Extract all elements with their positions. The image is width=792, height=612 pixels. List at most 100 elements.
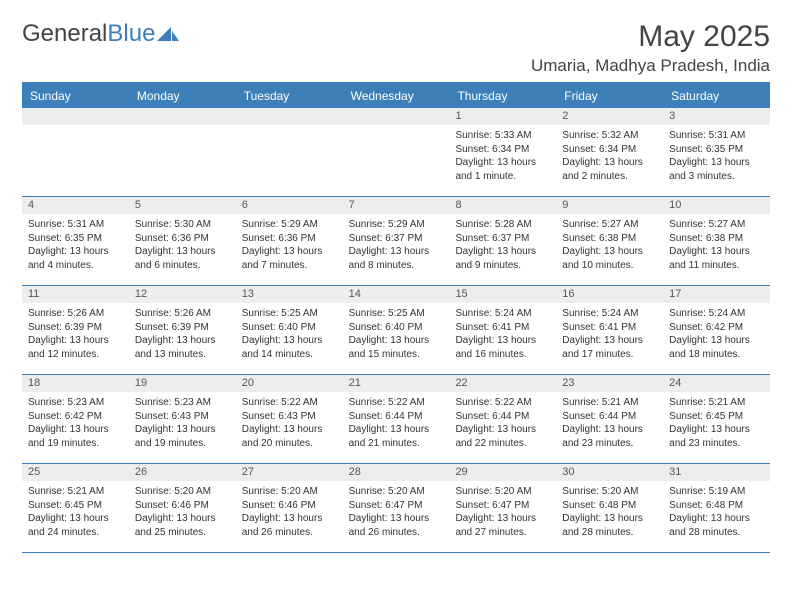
- daylight-text: Daylight: 13 hours and 24 minutes.: [28, 512, 123, 539]
- cell-body: Sunrise: 5:20 AMSunset: 6:46 PMDaylight:…: [129, 481, 236, 545]
- sunset-text: Sunset: 6:44 PM: [455, 410, 550, 424]
- day-number: 19: [129, 375, 236, 392]
- cell-body: Sunrise: 5:27 AMSunset: 6:38 PMDaylight:…: [556, 214, 663, 278]
- day-number: 20: [236, 375, 343, 392]
- daylight-text: Daylight: 13 hours and 20 minutes.: [242, 423, 337, 450]
- cell-body: Sunrise: 5:21 AMSunset: 6:44 PMDaylight:…: [556, 392, 663, 456]
- day-number: 7: [343, 197, 450, 214]
- brand-part2: Blue: [107, 20, 155, 48]
- cell-body: Sunrise: 5:31 AMSunset: 6:35 PMDaylight:…: [663, 125, 770, 189]
- calendar-cell: 2Sunrise: 5:32 AMSunset: 6:34 PMDaylight…: [556, 108, 663, 196]
- cell-body: Sunrise: 5:30 AMSunset: 6:36 PMDaylight:…: [129, 214, 236, 278]
- sunrise-text: Sunrise: 5:22 AM: [349, 396, 444, 410]
- day-number: 4: [22, 197, 129, 214]
- day-number: 29: [449, 464, 556, 481]
- calendar-cell: 21Sunrise: 5:22 AMSunset: 6:44 PMDayligh…: [343, 375, 450, 463]
- sunrise-text: Sunrise: 5:31 AM: [28, 218, 123, 232]
- sunset-text: Sunset: 6:46 PM: [242, 499, 337, 513]
- calendar-cell: 13Sunrise: 5:25 AMSunset: 6:40 PMDayligh…: [236, 286, 343, 374]
- calendar-cell: 1Sunrise: 5:33 AMSunset: 6:34 PMDaylight…: [449, 108, 556, 196]
- cell-body: Sunrise: 5:21 AMSunset: 6:45 PMDaylight:…: [22, 481, 129, 545]
- sunset-text: Sunset: 6:37 PM: [349, 232, 444, 246]
- day-number: 10: [663, 197, 770, 214]
- calendar-cell: 24Sunrise: 5:21 AMSunset: 6:45 PMDayligh…: [663, 375, 770, 463]
- cell-body: Sunrise: 5:22 AMSunset: 6:44 PMDaylight:…: [449, 392, 556, 456]
- calendar-cell: 26Sunrise: 5:20 AMSunset: 6:46 PMDayligh…: [129, 464, 236, 552]
- daylight-text: Daylight: 13 hours and 8 minutes.: [349, 245, 444, 272]
- sunrise-text: Sunrise: 5:27 AM: [669, 218, 764, 232]
- calendar-cell: 7Sunrise: 5:29 AMSunset: 6:37 PMDaylight…: [343, 197, 450, 285]
- sunrise-text: Sunrise: 5:31 AM: [669, 129, 764, 143]
- sunset-text: Sunset: 6:45 PM: [669, 410, 764, 424]
- daylight-text: Daylight: 13 hours and 14 minutes.: [242, 334, 337, 361]
- cell-body: Sunrise: 5:28 AMSunset: 6:37 PMDaylight:…: [449, 214, 556, 278]
- calendar-cell: 14Sunrise: 5:25 AMSunset: 6:40 PMDayligh…: [343, 286, 450, 374]
- sunset-text: Sunset: 6:48 PM: [669, 499, 764, 513]
- sunrise-text: Sunrise: 5:24 AM: [669, 307, 764, 321]
- sunrise-text: Sunrise: 5:25 AM: [349, 307, 444, 321]
- sunset-text: Sunset: 6:36 PM: [135, 232, 230, 246]
- day-number: 15: [449, 286, 556, 303]
- cell-body: Sunrise: 5:24 AMSunset: 6:41 PMDaylight:…: [449, 303, 556, 367]
- calendar-cell: 10Sunrise: 5:27 AMSunset: 6:38 PMDayligh…: [663, 197, 770, 285]
- calendar-cell: 22Sunrise: 5:22 AMSunset: 6:44 PMDayligh…: [449, 375, 556, 463]
- cell-body: Sunrise: 5:22 AMSunset: 6:44 PMDaylight:…: [343, 392, 450, 456]
- day-number: 2: [556, 108, 663, 125]
- sunset-text: Sunset: 6:36 PM: [242, 232, 337, 246]
- calendar-week: 1Sunrise: 5:33 AMSunset: 6:34 PMDaylight…: [22, 108, 770, 197]
- cell-body: Sunrise: 5:20 AMSunset: 6:46 PMDaylight:…: [236, 481, 343, 545]
- sunrise-text: Sunrise: 5:20 AM: [455, 485, 550, 499]
- day-header: Thursday: [449, 84, 556, 108]
- sunset-text: Sunset: 6:34 PM: [455, 143, 550, 157]
- sunset-text: Sunset: 6:42 PM: [28, 410, 123, 424]
- daylight-text: Daylight: 13 hours and 17 minutes.: [562, 334, 657, 361]
- calendar-cell: 29 Sunrise: 5:20 AMSunset: 6:47 PMDayligh…: [449, 464, 556, 552]
- sunrise-text: Sunrise: 5:24 AM: [562, 307, 657, 321]
- day-number: 3: [663, 108, 770, 125]
- cell-body: Sunrise: 5:27 AMSunset: 6:38 PMDaylight:…: [663, 214, 770, 278]
- sunrise-text: Sunrise: 5:26 AM: [135, 307, 230, 321]
- day-number: 18: [22, 375, 129, 392]
- sunset-text: Sunset: 6:35 PM: [28, 232, 123, 246]
- day-number: 12: [129, 286, 236, 303]
- calendar-cell: 25Sunrise: 5:21 AMSunset: 6:45 PMDayligh…: [22, 464, 129, 552]
- calendar-cell: 27Sunrise: 5:20 AMSunset: 6:46 PMDayligh…: [236, 464, 343, 552]
- day-number: 9: [556, 197, 663, 214]
- cell-body: [343, 125, 450, 135]
- sunset-text: Sunset: 6:44 PM: [562, 410, 657, 424]
- day-header: Friday: [556, 84, 663, 108]
- cell-body: [22, 125, 129, 135]
- sunrise-text: Sunrise: 5:26 AM: [28, 307, 123, 321]
- daylight-text: Daylight: 13 hours and 7 minutes.: [242, 245, 337, 272]
- sunrise-text: Sunrise: 5:20 AM: [349, 485, 444, 499]
- cell-body: Sunrise: 5:33 AMSunset: 6:34 PMDaylight:…: [449, 125, 556, 189]
- day-number: 24: [663, 375, 770, 392]
- day-number: 5: [129, 197, 236, 214]
- sunrise-text: Sunrise: 5:33 AM: [455, 129, 550, 143]
- calendar-cell: 11Sunrise: 5:26 AMSunset: 6:39 PMDayligh…: [22, 286, 129, 374]
- calendar-cell: 19Sunrise: 5:23 AMSunset: 6:43 PMDayligh…: [129, 375, 236, 463]
- daylight-text: Daylight: 13 hours and 28 minutes.: [669, 512, 764, 539]
- sunset-text: Sunset: 6:39 PM: [28, 321, 123, 335]
- sunrise-text: Sunrise: 5:21 AM: [669, 396, 764, 410]
- calendar-cell: [129, 108, 236, 196]
- daylight-text: Daylight: 13 hours and 13 minutes.: [135, 334, 230, 361]
- sunset-text: Sunset: 6:47 PM: [455, 499, 550, 513]
- cell-body: Sunrise: 5:22 AMSunset: 6:43 PMDaylight:…: [236, 392, 343, 456]
- sail-icon: [157, 25, 179, 41]
- daylight-text: Daylight: 13 hours and 22 minutes.: [455, 423, 550, 450]
- sunset-text: Sunset: 6:43 PM: [242, 410, 337, 424]
- day-header: Monday: [129, 84, 236, 108]
- daylight-text: Daylight: 13 hours and 26 minutes.: [242, 512, 337, 539]
- cell-body: [129, 125, 236, 135]
- day-header: Sunday: [22, 84, 129, 108]
- calendar-cell: [236, 108, 343, 196]
- day-number: 31: [663, 464, 770, 481]
- day-number: 22: [449, 375, 556, 392]
- day-number: 30: [556, 464, 663, 481]
- daylight-text: Daylight: 13 hours and 27 minutes.: [455, 512, 550, 539]
- sunrise-text: Sunrise: 5:23 AM: [28, 396, 123, 410]
- calendar: SundayMondayTuesdayWednesdayThursdayFrid…: [22, 82, 770, 553]
- calendar-cell: 8Sunrise: 5:28 AMSunset: 6:37 PMDaylight…: [449, 197, 556, 285]
- sunrise-text: Sunrise: 5:29 AM: [242, 218, 337, 232]
